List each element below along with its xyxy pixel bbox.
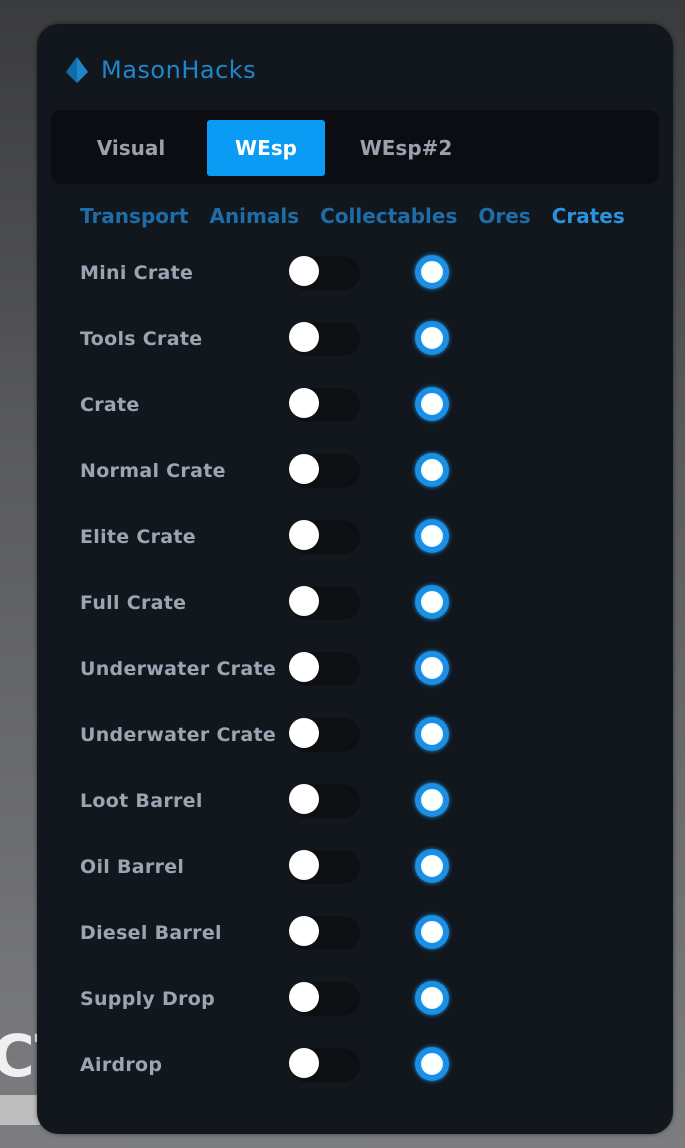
toggle-knob[interactable] bbox=[289, 520, 319, 550]
toggle-knob[interactable] bbox=[289, 916, 319, 946]
toggle-knob[interactable] bbox=[289, 388, 319, 418]
list-item: Crate bbox=[37, 387, 673, 454]
list-item: Full Crate bbox=[37, 585, 673, 652]
color-radio[interactable] bbox=[415, 915, 449, 949]
tab-visual[interactable]: Visual bbox=[96, 136, 166, 160]
app-header: MasonHacks bbox=[65, 56, 256, 84]
subtab-crates[interactable]: Crates bbox=[551, 204, 625, 228]
color-radio[interactable] bbox=[415, 387, 449, 421]
toggle-knob[interactable] bbox=[289, 982, 319, 1012]
color-radio[interactable] bbox=[415, 1047, 449, 1081]
category-tabs: Transport Animals Collectables Ores Crat… bbox=[80, 204, 625, 228]
diamond-logo-icon bbox=[66, 57, 88, 83]
list-item: Normal Crate bbox=[37, 453, 673, 520]
color-radio[interactable] bbox=[415, 783, 449, 817]
item-label: Full Crate bbox=[80, 592, 187, 614]
background-bar bbox=[0, 1095, 40, 1125]
toggle-knob[interactable] bbox=[289, 256, 319, 286]
list-item: Mini Crate bbox=[37, 255, 673, 322]
list-item: Supply Drop bbox=[37, 981, 673, 1048]
item-label: Elite Crate bbox=[80, 526, 196, 548]
app-title: MasonHacks bbox=[101, 56, 257, 84]
subtab-animals[interactable]: Animals bbox=[209, 204, 300, 228]
toggle-knob[interactable] bbox=[289, 652, 319, 682]
toggle-knob[interactable] bbox=[289, 850, 319, 880]
list-item: Elite Crate bbox=[37, 519, 673, 586]
list-item: Oil Barrel bbox=[37, 849, 673, 916]
item-label: Tools Crate bbox=[80, 328, 203, 350]
item-label: Mini Crate bbox=[80, 262, 194, 284]
item-label: Loot Barrel bbox=[80, 790, 203, 812]
toggle-knob[interactable] bbox=[289, 454, 319, 484]
item-label: Oil Barrel bbox=[80, 856, 185, 878]
item-label: Normal Crate bbox=[80, 460, 226, 482]
color-radio[interactable] bbox=[415, 717, 449, 751]
list-item: Diesel Barrel bbox=[37, 915, 673, 982]
list-item: Airdrop bbox=[37, 1047, 673, 1114]
item-label: Underwater Crate bbox=[80, 724, 277, 746]
toggle-knob[interactable] bbox=[289, 586, 319, 616]
list-item: Underwater Crate bbox=[37, 717, 673, 784]
item-label: Crate bbox=[80, 394, 140, 416]
color-radio[interactable] bbox=[415, 981, 449, 1015]
toggle-knob[interactable] bbox=[289, 1048, 319, 1078]
color-radio[interactable] bbox=[415, 321, 449, 355]
toggle-knob[interactable] bbox=[289, 784, 319, 814]
list-item: Underwater Crate bbox=[37, 651, 673, 718]
item-label: Diesel Barrel bbox=[80, 922, 222, 944]
color-radio[interactable] bbox=[415, 255, 449, 289]
color-radio[interactable] bbox=[415, 585, 449, 619]
list-item: Loot Barrel bbox=[37, 783, 673, 850]
main-tabs: Visual WEsp WEsp#2 bbox=[51, 110, 659, 184]
toggle-knob[interactable] bbox=[289, 718, 319, 748]
color-radio[interactable] bbox=[415, 651, 449, 685]
subtab-collectables[interactable]: Collectables bbox=[320, 204, 458, 228]
color-radio[interactable] bbox=[415, 519, 449, 553]
color-radio[interactable] bbox=[415, 849, 449, 883]
toggle-knob[interactable] bbox=[289, 322, 319, 352]
tab-wesp[interactable]: WEsp bbox=[207, 120, 325, 176]
cheat-menu-panel: MasonHacks Visual WEsp WEsp#2 Transport … bbox=[37, 24, 673, 1134]
list-item: Tools Crate bbox=[37, 321, 673, 388]
item-label: Airdrop bbox=[80, 1054, 163, 1076]
subtab-ores[interactable]: Ores bbox=[478, 204, 531, 228]
item-label: Underwater Crate bbox=[80, 658, 277, 680]
subtab-transport[interactable]: Transport bbox=[80, 204, 189, 228]
item-label: Supply Drop bbox=[80, 988, 216, 1010]
tab-wesp2[interactable]: WEsp#2 bbox=[359, 136, 453, 160]
color-radio[interactable] bbox=[415, 453, 449, 487]
